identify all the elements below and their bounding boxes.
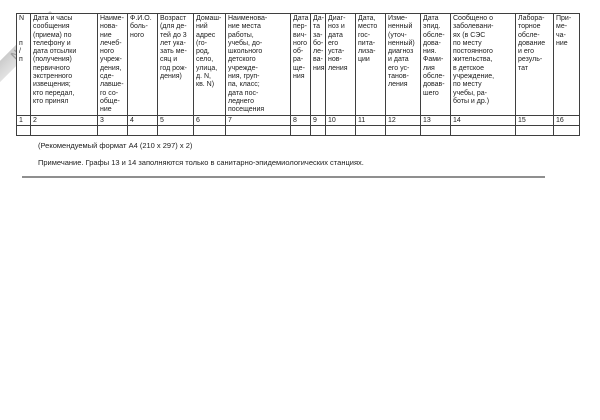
col-number-16: 16 — [553, 114, 580, 126]
col-number-2: 2 — [30, 114, 98, 126]
columns-13-14-note: Примечание. Графы 13 и 14 заполняются то… — [38, 158, 364, 167]
empty-cell — [515, 124, 554, 136]
col-header-epid-examination: Дата эпид. обсле- дова- ния. Фами- лия о… — [420, 13, 451, 116]
empty-cell — [193, 124, 226, 136]
empty-entry-row — [16, 124, 580, 136]
col-header-home-address: Домаш- ний адрес (го- род, село, улица, … — [193, 13, 226, 116]
table-header-row: N п / п Дата и часы сообщения (приема) п… — [16, 13, 580, 116]
col-header-date-of-illness: Да- та за- бо- ле- ва- ния — [310, 13, 326, 116]
empty-cell — [385, 124, 421, 136]
empty-cell — [157, 124, 194, 136]
col-header-patient-name: Ф.И.О. боль- ного — [127, 13, 158, 116]
empty-cell — [16, 124, 31, 136]
col-header-date-first-visit: Дата пер- вич- ного об- ра- ще- ния — [290, 13, 311, 116]
col-number-4: 4 — [127, 114, 158, 126]
col-header-changed-diagnosis: Изме- ненный (уточ- ненный) диагноз и да… — [385, 13, 421, 116]
col-number-9: 9 — [310, 114, 326, 126]
empty-cell — [355, 124, 386, 136]
col-header-reported-to: Сообщено о заболевани- ях (в СЭС по мест… — [450, 13, 516, 116]
col-number-14: 14 — [450, 114, 516, 126]
col-header-age: Возраст (для де- тей до 3 лет ука- зать … — [157, 13, 194, 116]
empty-cell — [225, 124, 291, 136]
col-number-8: 8 — [290, 114, 311, 126]
col-number-6: 6 — [193, 114, 226, 126]
footer-notes: (Рекомендуемый формат А4 (210 х 297) х 2… — [38, 141, 364, 167]
col-header-hospitalization: Дата, место гос- пита- лиза- ции — [355, 13, 386, 116]
column-numbers-row: 1 2 3 4 5 6 7 8 9 10 11 12 13 14 15 16 — [16, 114, 580, 126]
col-header-medical-institution: Наиме- нова- ние лечеб- ного учреж- дени… — [97, 13, 128, 116]
empty-cell — [30, 124, 98, 136]
empty-cell — [553, 124, 580, 136]
empty-cell — [420, 124, 451, 136]
empty-cell — [290, 124, 311, 136]
col-number-11: 11 — [355, 114, 386, 126]
col-header-notes: При- ме- ча- ние — [553, 13, 580, 116]
col-number-15: 15 — [515, 114, 554, 126]
col-header-diagnosis-date: Диаг- ноз и дата его уста- нов- ления — [325, 13, 356, 116]
col-number-12: 12 — [385, 114, 421, 126]
empty-cell — [450, 124, 516, 136]
col-number-10: 10 — [325, 114, 356, 126]
empty-cell — [97, 124, 128, 136]
bottom-divider-rule — [22, 176, 545, 178]
recommended-format-note: (Рекомендуемый формат А4 (210 х 297) х 2… — [38, 141, 193, 150]
col-number-5: 5 — [157, 114, 194, 126]
col-header-date-hours-of-report: Дата и часы сообщения (приема) по телефо… — [30, 13, 98, 116]
col-number-1: 1 — [16, 114, 31, 126]
empty-cell — [310, 124, 326, 136]
col-number-3: 3 — [97, 114, 128, 126]
col-header-place-of-work-study: Наименова- ние места работы, учебы, до- … — [225, 13, 291, 116]
col-header-lab-examination: Лабора- торное обсле- дование и его резу… — [515, 13, 554, 116]
empty-cell — [325, 124, 356, 136]
col-number-7: 7 — [225, 114, 291, 126]
emergency-notice-registry-table: N п / п Дата и часы сообщения (приема) п… — [16, 13, 580, 136]
empty-cell — [127, 124, 158, 136]
col-number-13: 13 — [420, 114, 451, 126]
col-header-npp: N п / п — [16, 13, 31, 116]
